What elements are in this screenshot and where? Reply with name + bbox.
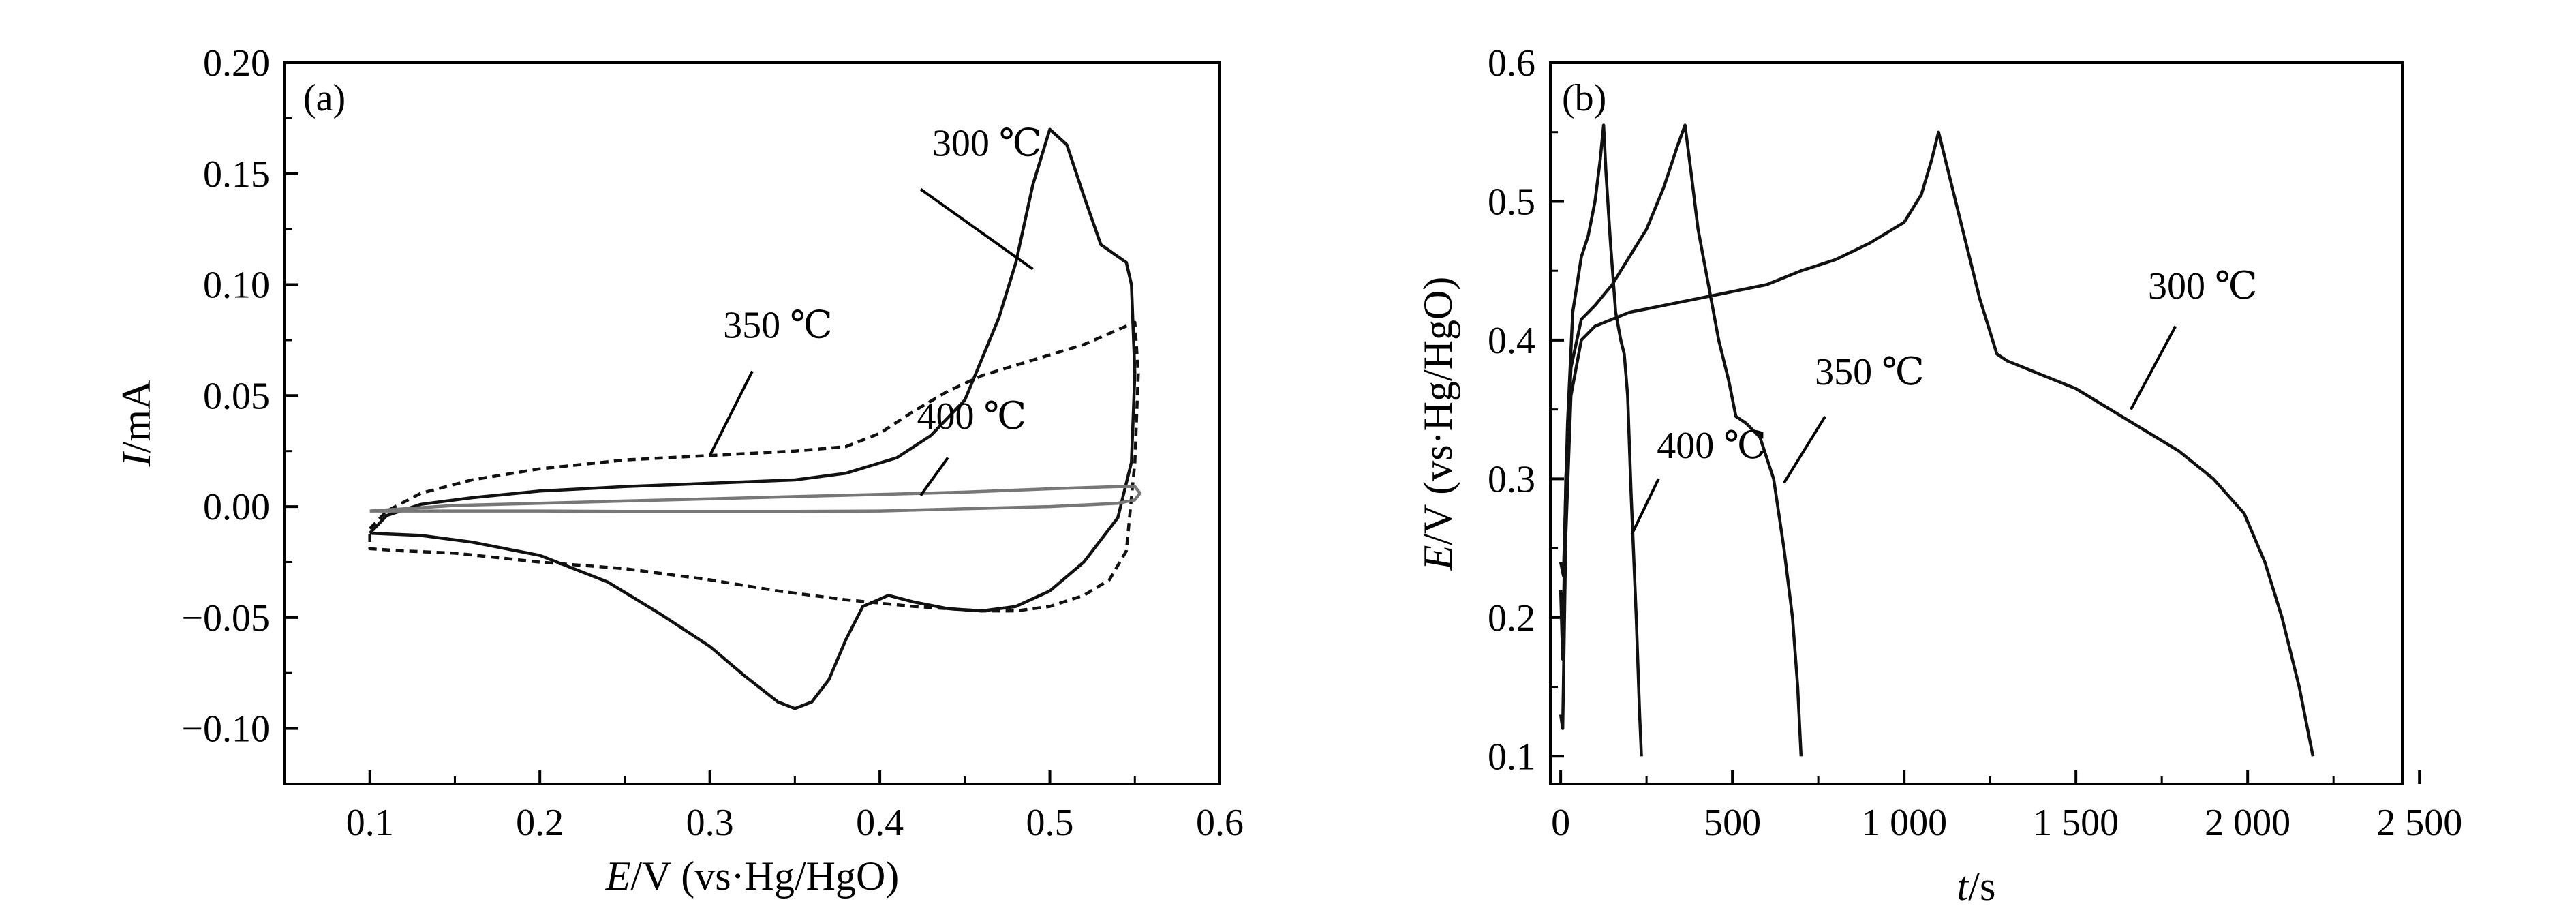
x-tick-label: 0.2 (516, 802, 564, 844)
x-tick-label: 0 (1551, 802, 1570, 844)
y-tick-label: 0.05 (203, 375, 270, 417)
series-line-350c-dashed (368, 320, 1140, 613)
y-tick-label: 0.2 (1488, 597, 1535, 639)
x-axis-title-unit: /s (1968, 864, 1995, 909)
x-axis-title: E/V (vs·Hg/HgO) (605, 854, 900, 899)
x-axis-title-symbol: t (1957, 864, 1969, 909)
series-line-400c (369, 485, 1142, 513)
annotation-leader (919, 187, 1034, 271)
series-line-300c (369, 127, 1137, 710)
annotation-leader (1783, 415, 1826, 484)
y-tick-label: 0.15 (203, 153, 270, 196)
annotation-label: 400 ℃ (1657, 425, 1766, 467)
y-tick-label: −0.05 (181, 597, 270, 639)
y-tick-label: 0.20 (203, 42, 270, 85)
x-tick-label: 0.4 (856, 802, 904, 844)
y-tick-label: −0.10 (181, 708, 270, 751)
x-tick-label: 0.5 (1026, 802, 1074, 844)
x-tick-label: 2 500 (2376, 802, 2462, 844)
annotation-label: 400 ℃ (917, 395, 1026, 438)
x-tick-label: 1 500 (2033, 802, 2119, 844)
y-tick-label: 0.1 (1488, 736, 1535, 778)
y-axis-title-unit: /mA (114, 380, 159, 453)
x-axis-title: t/s (1957, 864, 1996, 909)
annotation-label: 350 ℃ (723, 305, 833, 347)
series-line-350c (1559, 123, 1803, 757)
annotation-leader (708, 370, 754, 457)
x-tick-label: 1 000 (1861, 802, 1947, 844)
y-tick-label: 0.4 (1488, 320, 1535, 362)
series-line-300c (1559, 130, 2315, 757)
x-tick-label: 0.6 (1196, 802, 1244, 844)
annotation-label: 300 ℃ (2148, 265, 2258, 307)
y-tick-label: 0.10 (203, 265, 270, 307)
annotation-leader (919, 457, 949, 496)
panel-a: 0.1 0.2 0.3 0.4 0.5 0.6 −0.10 −0.05 0.00 0.05 0.10… (114, 42, 1244, 899)
panel-b: 0 500 1 000 1 500 2 000 2 500 0.1 0.2 0.3 0.4 0.5 0… (1415, 42, 2462, 909)
panel-tag: (b) (1562, 77, 1606, 119)
annotation-leader (1630, 478, 1660, 535)
y-axis-title-symbol: I (114, 451, 159, 467)
x-tick-label: 500 (1704, 802, 1761, 844)
x-tick-label: 2 000 (2205, 802, 2290, 844)
y-tick-label: 0.5 (1488, 181, 1535, 223)
y-tick-label: 0.00 (203, 486, 270, 528)
x-axis-title-unit: /V (vs·Hg/HgO) (630, 854, 899, 899)
y-axis-title-unit: /V (vs·Hg/HgO) (1415, 277, 1460, 545)
annotation-label: 300 ℃ (932, 123, 1042, 165)
y-axis-title-symbol: E (1415, 545, 1460, 571)
x-tick-label: 0.1 (346, 802, 394, 844)
x-tick-label: 0.3 (686, 802, 734, 844)
series-line-400c (1559, 123, 1643, 757)
annotation-label: 350 ℃ (1815, 351, 1925, 393)
x-axis-title-symbol: E (605, 854, 631, 899)
plot-frame (283, 61, 1221, 785)
y-axis-title: E/V (vs·Hg/HgO) (1415, 277, 1460, 571)
panel-tag: (a) (303, 77, 346, 119)
plot-frame (1549, 61, 2404, 785)
annotation-leader (2130, 325, 2177, 410)
y-axis-title: I/mA (114, 380, 159, 468)
y-tick-label: 0.6 (1488, 42, 1535, 85)
y-tick-label: 0.3 (1488, 458, 1535, 500)
